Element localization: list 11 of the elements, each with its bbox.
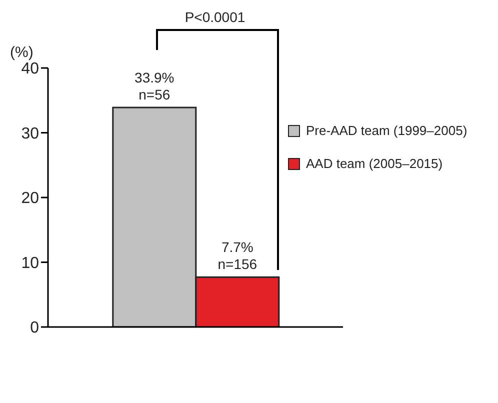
y-tick-label: 30 xyxy=(21,125,40,142)
y-tick-label: 0 xyxy=(30,320,40,337)
data-label: 7.7% n=156 xyxy=(218,239,258,272)
legend-label: AAD team (2005–2015) xyxy=(306,156,443,171)
y-tick-label: 20 xyxy=(21,190,40,208)
y-tick-label: 40 xyxy=(21,60,40,78)
legend-label: Pre-AAD team (1999–2005) xyxy=(306,123,468,138)
data-label: 33.9% n=56 xyxy=(134,69,174,102)
y-axis-title: (%) xyxy=(10,44,34,61)
y-tick-label: 10 xyxy=(21,254,40,272)
text: P<0.0001 xyxy=(184,9,246,25)
